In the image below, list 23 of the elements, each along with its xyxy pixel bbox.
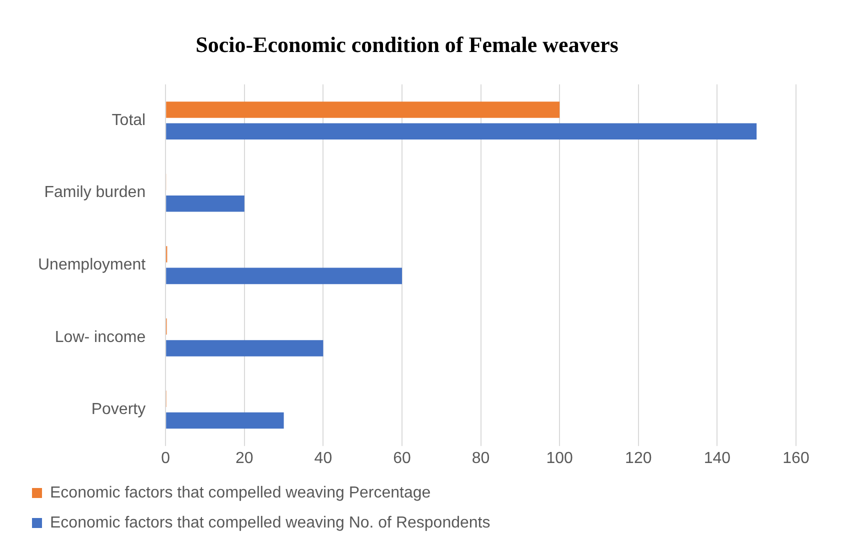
x-tick-label: 100 — [546, 450, 574, 467]
bar — [166, 102, 560, 118]
legend-label: Economic factors that compelled weaving No. of Respondents — [50, 514, 490, 532]
bar — [166, 123, 757, 140]
x-tick-label: 20 — [236, 450, 254, 467]
bar — [166, 196, 244, 212]
y-tick-label: Low- income — [54, 328, 146, 346]
y-tick-label: Unemployment — [38, 256, 146, 274]
y-tick-label: Total — [112, 112, 146, 129]
x-tick-label: 0 — [161, 450, 170, 467]
legend-label: Economic factors that compelled weaving Percentage — [50, 484, 431, 502]
x-tick-label: 60 — [393, 450, 411, 467]
y-tick-label: Family burden — [44, 184, 146, 202]
x-tick-label: 160 — [782, 450, 810, 467]
bar — [166, 412, 284, 429]
chart-title: Socio-Economic condition of Female weavers — [196, 32, 619, 57]
x-tick-label: 40 — [314, 450, 332, 467]
x-tick-label: 120 — [625, 450, 652, 467]
bar — [166, 268, 402, 284]
x-tick-label: 140 — [704, 450, 731, 467]
y-tick-label: Poverty — [91, 401, 146, 418]
bar — [166, 340, 324, 356]
x-tick-label: 80 — [472, 450, 490, 467]
